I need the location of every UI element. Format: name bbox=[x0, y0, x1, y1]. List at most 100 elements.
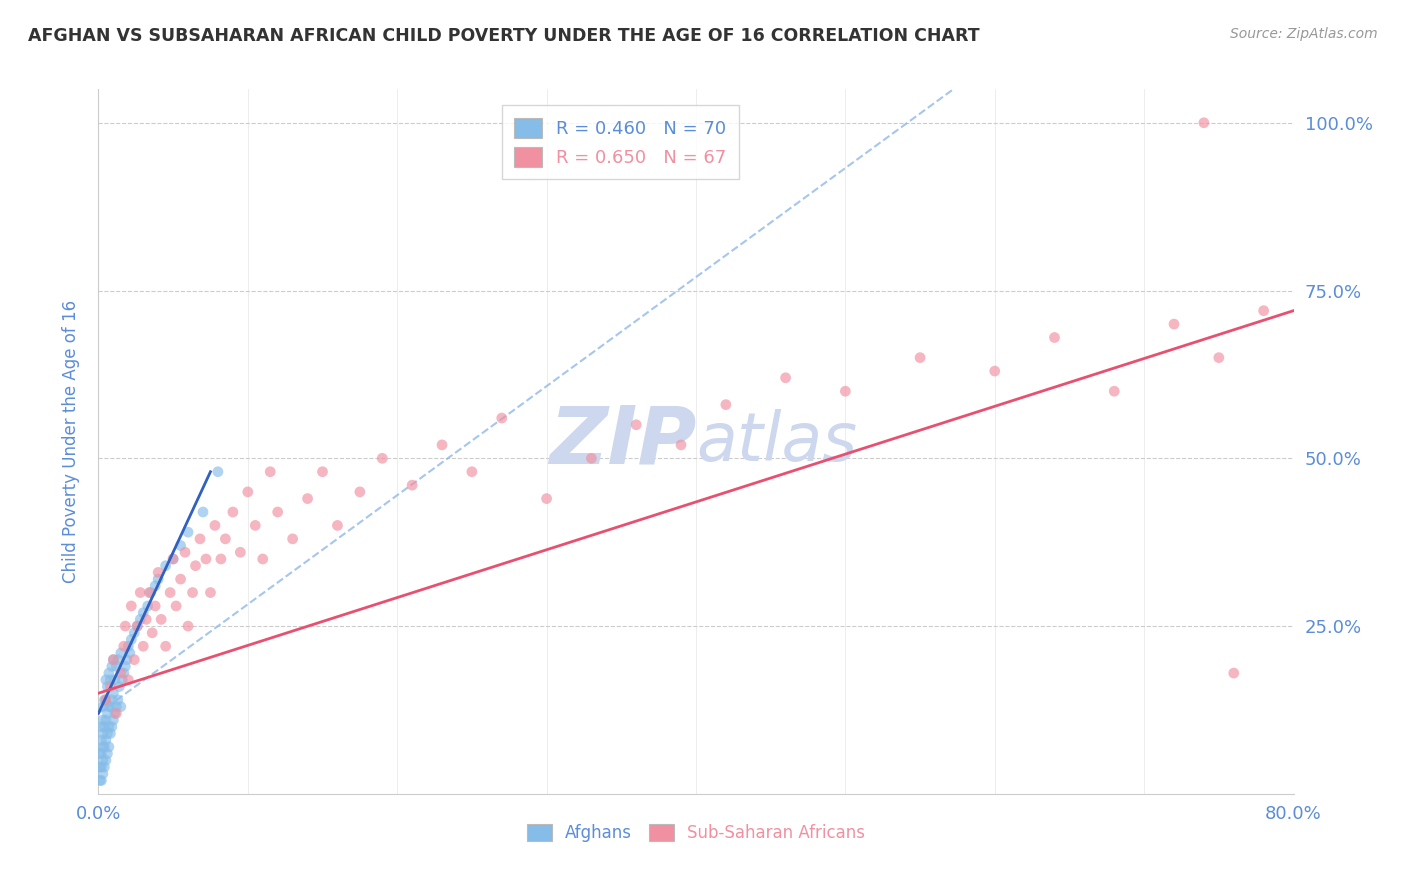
Point bbox=[104, 706, 127, 721]
Point bbox=[177, 525, 200, 540]
Point bbox=[101, 693, 124, 707]
Point bbox=[129, 585, 152, 599]
Point bbox=[115, 653, 138, 667]
Point bbox=[105, 659, 128, 673]
Point bbox=[98, 673, 122, 687]
Point bbox=[214, 532, 236, 546]
Point bbox=[89, 747, 111, 761]
Point bbox=[91, 753, 114, 767]
Point bbox=[127, 619, 149, 633]
Legend: Afghans, Sub-Saharan Africans: Afghans, Sub-Saharan Africans bbox=[520, 817, 872, 849]
Point bbox=[143, 599, 166, 613]
Point bbox=[97, 720, 120, 734]
Point bbox=[209, 552, 232, 566]
Point bbox=[89, 760, 111, 774]
Point bbox=[96, 706, 118, 721]
Point bbox=[229, 545, 252, 559]
Point bbox=[174, 545, 197, 559]
Point bbox=[94, 733, 117, 747]
Point bbox=[101, 659, 124, 673]
Point bbox=[1163, 317, 1185, 331]
Point bbox=[96, 726, 118, 740]
Y-axis label: Child Poverty Under the Age of 16: Child Poverty Under the Age of 16 bbox=[62, 300, 80, 583]
Point bbox=[135, 612, 157, 626]
Point bbox=[96, 747, 118, 761]
Point bbox=[90, 720, 112, 734]
Point bbox=[430, 438, 453, 452]
Point bbox=[155, 639, 177, 653]
Point bbox=[297, 491, 319, 506]
Point bbox=[103, 713, 125, 727]
Point bbox=[93, 720, 115, 734]
Point bbox=[114, 619, 136, 633]
Point bbox=[93, 760, 115, 774]
Text: AFGHAN VS SUBSAHARAN AFRICAN CHILD POVERTY UNDER THE AGE OF 16 CORRELATION CHART: AFGHAN VS SUBSAHARAN AFRICAN CHILD POVER… bbox=[28, 27, 980, 45]
Point bbox=[136, 599, 159, 613]
Point bbox=[169, 572, 191, 586]
Point bbox=[105, 699, 128, 714]
Point bbox=[626, 417, 648, 432]
Point bbox=[401, 478, 423, 492]
Point bbox=[105, 706, 128, 721]
Point bbox=[107, 693, 129, 707]
Point bbox=[349, 484, 371, 499]
Point bbox=[1223, 666, 1246, 681]
Point bbox=[124, 625, 146, 640]
Point bbox=[148, 572, 170, 586]
Point bbox=[162, 552, 184, 566]
Point bbox=[104, 673, 127, 687]
Point bbox=[491, 411, 513, 425]
Point bbox=[581, 451, 603, 466]
Point bbox=[114, 659, 136, 673]
Point bbox=[97, 666, 120, 681]
Point bbox=[98, 699, 122, 714]
Point bbox=[169, 539, 191, 553]
Point bbox=[96, 680, 118, 694]
Point bbox=[132, 606, 155, 620]
Point bbox=[108, 680, 131, 694]
Point bbox=[110, 666, 132, 681]
Point bbox=[536, 491, 558, 506]
Point bbox=[89, 773, 111, 788]
Point bbox=[669, 438, 692, 452]
Point bbox=[181, 585, 204, 599]
Point bbox=[1253, 303, 1275, 318]
Text: Source: ZipAtlas.com: Source: ZipAtlas.com bbox=[1230, 27, 1378, 41]
Point bbox=[1043, 330, 1066, 344]
Point bbox=[118, 646, 141, 660]
Point bbox=[150, 612, 173, 626]
Point bbox=[236, 484, 259, 499]
Point bbox=[110, 646, 132, 660]
Point bbox=[91, 713, 114, 727]
Point bbox=[207, 465, 229, 479]
Point bbox=[184, 558, 207, 573]
Point bbox=[138, 585, 160, 599]
Point bbox=[200, 585, 222, 599]
Point bbox=[908, 351, 931, 365]
Point bbox=[245, 518, 267, 533]
Point bbox=[117, 673, 139, 687]
Point bbox=[141, 625, 163, 640]
Text: atlas: atlas bbox=[696, 409, 858, 475]
Point bbox=[103, 686, 125, 700]
Point bbox=[103, 653, 125, 667]
Point bbox=[120, 599, 142, 613]
Point bbox=[91, 739, 114, 754]
Point bbox=[120, 632, 142, 647]
Point bbox=[90, 760, 112, 774]
Point bbox=[107, 653, 129, 667]
Point bbox=[110, 699, 132, 714]
Point bbox=[311, 465, 333, 479]
Point bbox=[94, 753, 117, 767]
Point bbox=[117, 639, 139, 653]
Point bbox=[124, 653, 146, 667]
Point bbox=[191, 505, 214, 519]
Point bbox=[714, 398, 737, 412]
Point bbox=[132, 639, 155, 653]
Point bbox=[281, 532, 304, 546]
Point bbox=[90, 733, 112, 747]
Point bbox=[129, 612, 152, 626]
Point bbox=[112, 666, 135, 681]
Point bbox=[91, 766, 114, 780]
Point bbox=[177, 619, 200, 633]
